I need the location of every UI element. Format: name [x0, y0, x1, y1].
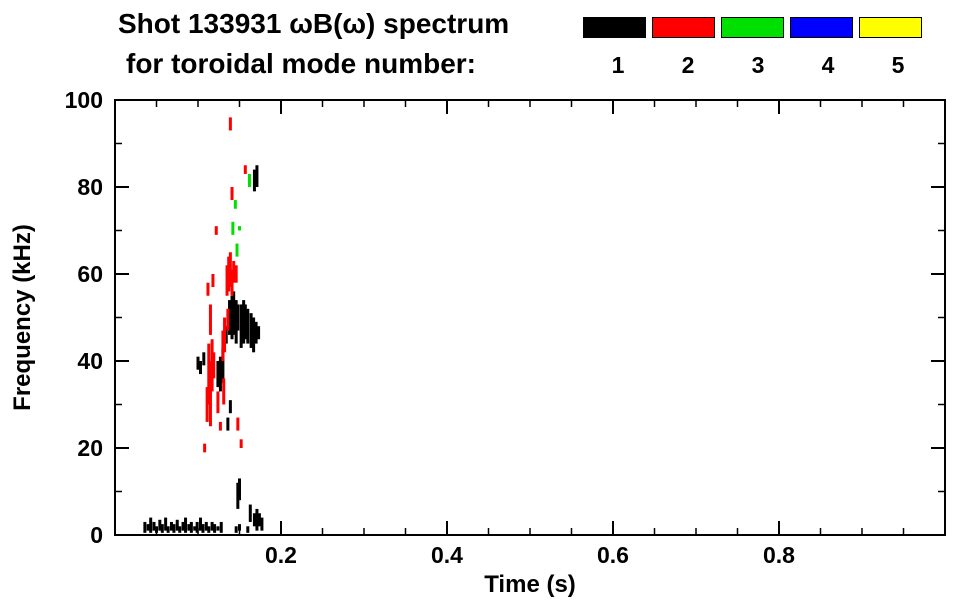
legend-label-5: 5 [891, 52, 905, 78]
x-axis-title: Time (s) [484, 571, 576, 598]
legend-swatch-5 [859, 17, 922, 38]
y-tick-label: 40 [77, 348, 103, 374]
x-tick-label: 0.6 [597, 542, 629, 568]
axis-ticks [114, 99, 946, 536]
legend-swatch-3 [721, 17, 784, 38]
y-tick-label: 60 [77, 261, 103, 287]
legend-swatches [583, 17, 922, 38]
series-2 [203, 117, 247, 453]
legend-swatch-2 [652, 17, 715, 38]
y-tick-label: 80 [77, 174, 103, 200]
legend-label-1: 1 [611, 52, 625, 78]
legend-label-3: 3 [751, 52, 765, 78]
y-tick-label: 0 [90, 522, 103, 548]
x-tick-label: 0.2 [265, 542, 297, 568]
y-tick-label: 20 [77, 435, 103, 461]
legend-swatch-4 [790, 17, 853, 38]
legend-labels: 1 2 3 4 5 [583, 52, 933, 79]
chart-subtitle: for toroidal mode number: [126, 48, 476, 79]
y-axis-title: Frequency (kHz) [9, 224, 36, 411]
chart-title: Shot 133931 ωB(ω) spectrum [118, 8, 510, 39]
plot-frame [114, 99, 946, 536]
legend-label-4: 4 [821, 52, 835, 78]
x-tick-label: 0.4 [431, 542, 463, 568]
legend-swatch-1 [583, 17, 646, 38]
series-3 [231, 173, 251, 257]
series-1 [143, 165, 264, 533]
legend-label-2: 2 [681, 52, 695, 78]
x-tick-label: 0.8 [763, 542, 795, 568]
y-tick-label: 100 [65, 87, 103, 113]
